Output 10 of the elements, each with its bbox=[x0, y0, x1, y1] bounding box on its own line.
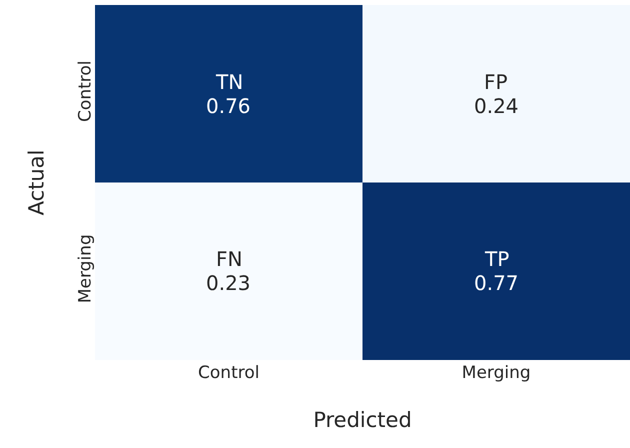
x-axis-title: Predicted bbox=[313, 408, 412, 432]
annotation: FP bbox=[484, 70, 508, 94]
annotation: FN bbox=[216, 247, 242, 271]
annotation: TP bbox=[484, 247, 510, 271]
data-label: 0.77 bbox=[474, 271, 519, 295]
y-axis-title: Actual bbox=[24, 150, 49, 216]
data-label: 0.23 bbox=[206, 271, 251, 295]
data-label: 0.24 bbox=[474, 94, 519, 118]
data-label: 0.76 bbox=[206, 94, 251, 118]
annotation: TN bbox=[215, 70, 244, 94]
